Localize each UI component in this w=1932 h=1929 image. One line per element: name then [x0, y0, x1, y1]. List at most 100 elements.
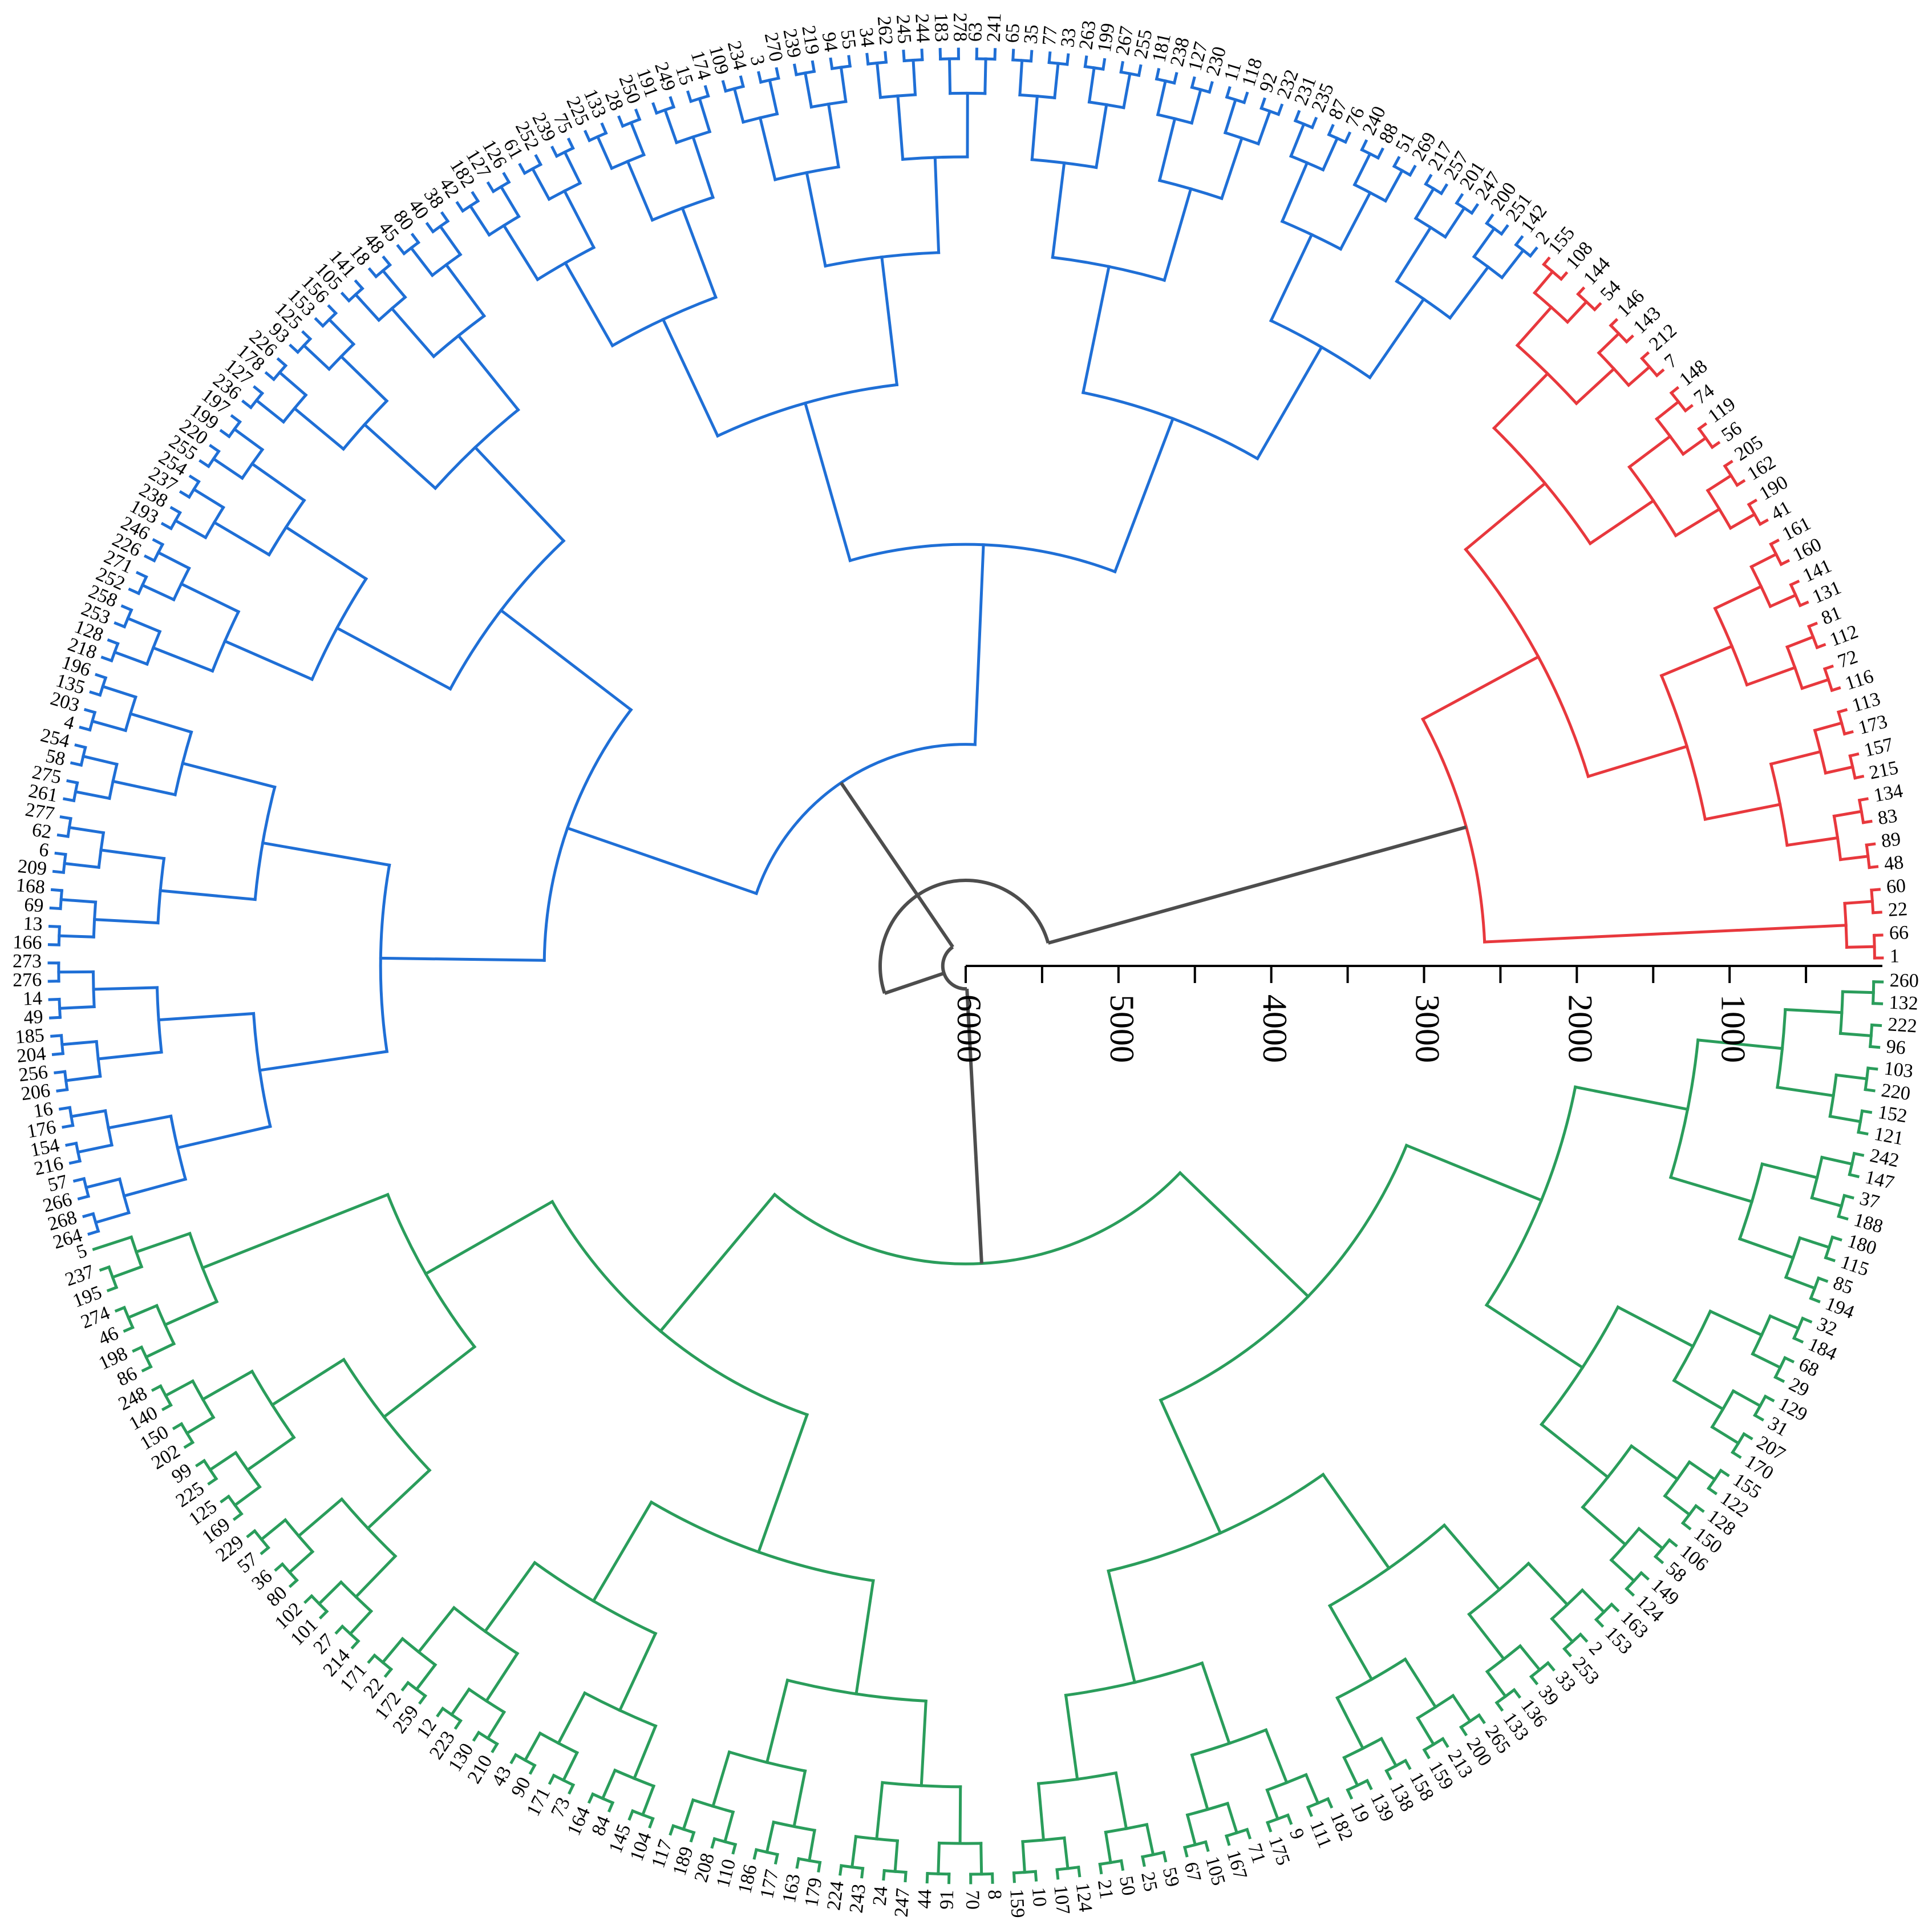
leaf-label: 121	[1873, 1123, 1905, 1150]
blue-cluster-branch-link	[128, 587, 141, 596]
blue-cluster-branch-link	[107, 1114, 173, 1130]
green-cluster-branch-link	[756, 1413, 809, 1554]
blue-cluster-merge-arc	[252, 1012, 272, 1129]
blue-cluster-branch-link	[160, 521, 173, 531]
green-cluster-branch-link	[765, 1820, 776, 1854]
blue-cluster-branch-link	[1190, 76, 1196, 90]
green-cluster-branch-link	[485, 1710, 507, 1741]
blue-cluster-branch-link	[1343, 131, 1352, 144]
blue-cluster-branch-link	[59, 815, 72, 820]
green-cluster-branch-link	[134, 1231, 192, 1254]
red-cluster-branch-link	[1779, 559, 1791, 567]
blue-cluster-branch-link	[219, 428, 232, 439]
red-cluster-branch-link	[1576, 286, 1586, 297]
leaf-label: 24	[869, 1886, 892, 1907]
blue-cluster-branch-link	[159, 889, 257, 901]
green-cluster-branch-link	[1842, 1194, 1854, 1200]
blue-cluster-branch-link	[1094, 103, 1108, 169]
blue-cluster-branch-link	[253, 385, 265, 395]
green-cluster-branch-link	[1162, 1850, 1168, 1863]
blue-cluster-branch-link	[1352, 152, 1372, 187]
green-cluster-merge-arc	[188, 1231, 219, 1304]
leaf-label: 176	[25, 1117, 58, 1142]
red-cluster-branch-link	[1872, 911, 1882, 915]
blue-cluster-branch-link	[327, 304, 338, 316]
blue-cluster-branch-link	[72, 1176, 86, 1183]
blue-cluster-branch-link	[1472, 227, 1496, 259]
blue-cluster-branch-link	[629, 120, 646, 157]
blue-cluster-merge-arc	[1083, 64, 1105, 71]
green-cluster-branch-link	[1751, 1352, 1783, 1370]
red-cluster-merge-arc	[1713, 606, 1749, 687]
green-cluster-branch-link	[765, 1678, 789, 1765]
green-cluster-branch-link	[1708, 1309, 1764, 1337]
green-cluster-branch-link	[287, 1550, 315, 1575]
blue-cluster-branch-link	[456, 333, 520, 412]
blue-cluster-merge-arc	[547, 181, 582, 201]
blue-cluster-merge-arc	[172, 566, 191, 602]
blue-cluster-merge-arc	[715, 383, 899, 438]
leaf-label: 103	[1883, 1058, 1914, 1082]
scale-tick-label: 5000	[1103, 994, 1141, 1063]
blue-cluster-merge-arc	[542, 707, 633, 962]
green-cluster-branch-link	[1321, 1472, 1391, 1571]
red-cluster-branch-link	[1824, 765, 1854, 775]
green-cluster-branch-link	[710, 1837, 716, 1849]
blue-cluster-branch-link	[107, 638, 120, 646]
green-cluster-branch-link	[1190, 1753, 1210, 1811]
blue-cluster-branch-link	[222, 639, 314, 681]
blue-cluster-merge-arc	[902, 58, 924, 63]
green-cluster-merge-arc	[1539, 1305, 1620, 1427]
blue-cluster-branch-link	[651, 102, 659, 115]
blue-cluster-branch-link	[1029, 50, 1034, 63]
blue-cluster-branch-link	[1223, 98, 1238, 135]
green-cluster-branch-link	[220, 1494, 231, 1504]
leaf-label: 173	[1856, 711, 1890, 739]
blue-cluster-merge-arc	[830, 64, 852, 71]
leaf-label: 261	[27, 781, 59, 807]
blue-cluster-branch-link	[125, 616, 162, 634]
green-cluster-branch-link	[1609, 1602, 1620, 1613]
blue-cluster-branch-link	[122, 1177, 188, 1198]
blue-cluster-branch-link	[301, 330, 313, 341]
red-cluster-branch-link	[1838, 854, 1870, 862]
green-cluster-branch-link	[568, 1783, 576, 1795]
green-cluster-merge-arc	[881, 1781, 962, 1789]
root-merge-arc	[941, 945, 967, 991]
leaf-label: 94	[818, 31, 842, 53]
blue-cluster-branch-link	[209, 444, 221, 454]
red-cluster-branch-link	[1565, 300, 1589, 324]
red-cluster-branch-link	[1830, 686, 1841, 693]
blue-cluster-branch-link	[179, 582, 241, 614]
green-cluster-branch-link	[1346, 1788, 1354, 1800]
green-cluster-branch-link	[1494, 1700, 1504, 1712]
green-cluster-branch-link	[1841, 990, 1875, 994]
blue-cluster-branch-link	[1269, 232, 1314, 323]
leaf-label: 166	[13, 932, 42, 953]
leaf-label: 65	[1002, 23, 1024, 43]
green-cluster-merge-arc	[1581, 1443, 1634, 1510]
blue-cluster-merge-arc	[1011, 58, 1033, 63]
green-cluster-branch-link	[123, 1325, 135, 1333]
blue-cluster-merge-arc	[1280, 219, 1343, 251]
blue-cluster-branch-link	[1122, 72, 1132, 110]
blue-cluster-branch-link	[1242, 91, 1249, 104]
blue-cluster-branch-link	[94, 1211, 131, 1224]
green-cluster-branch-link	[1119, 1859, 1125, 1871]
green-cluster-branch-link	[414, 1663, 438, 1692]
green-cluster-branch-link	[383, 1667, 394, 1678]
green-cluster-merge-arc	[1036, 1771, 1118, 1785]
red-cluster-merge-arc	[1857, 798, 1865, 824]
blue-cluster-merge-arc	[535, 245, 596, 282]
blue-cluster-branch-link	[847, 55, 852, 68]
green-cluster-branch-link	[682, 1798, 695, 1831]
blue-cluster-branch-link	[89, 690, 102, 697]
green-cluster-merge-arc	[440, 1706, 463, 1723]
green-cluster-branch-link	[1816, 1276, 1829, 1283]
green-cluster-branch-link	[1379, 1737, 1398, 1768]
red-cluster-branch-link	[1674, 507, 1722, 538]
green-cluster-branch-link	[618, 1631, 658, 1713]
blue-cluster-branch-link	[409, 246, 435, 278]
green-cluster-branch-link	[1820, 1155, 1854, 1166]
green-cluster-branch-link	[548, 1773, 556, 1785]
